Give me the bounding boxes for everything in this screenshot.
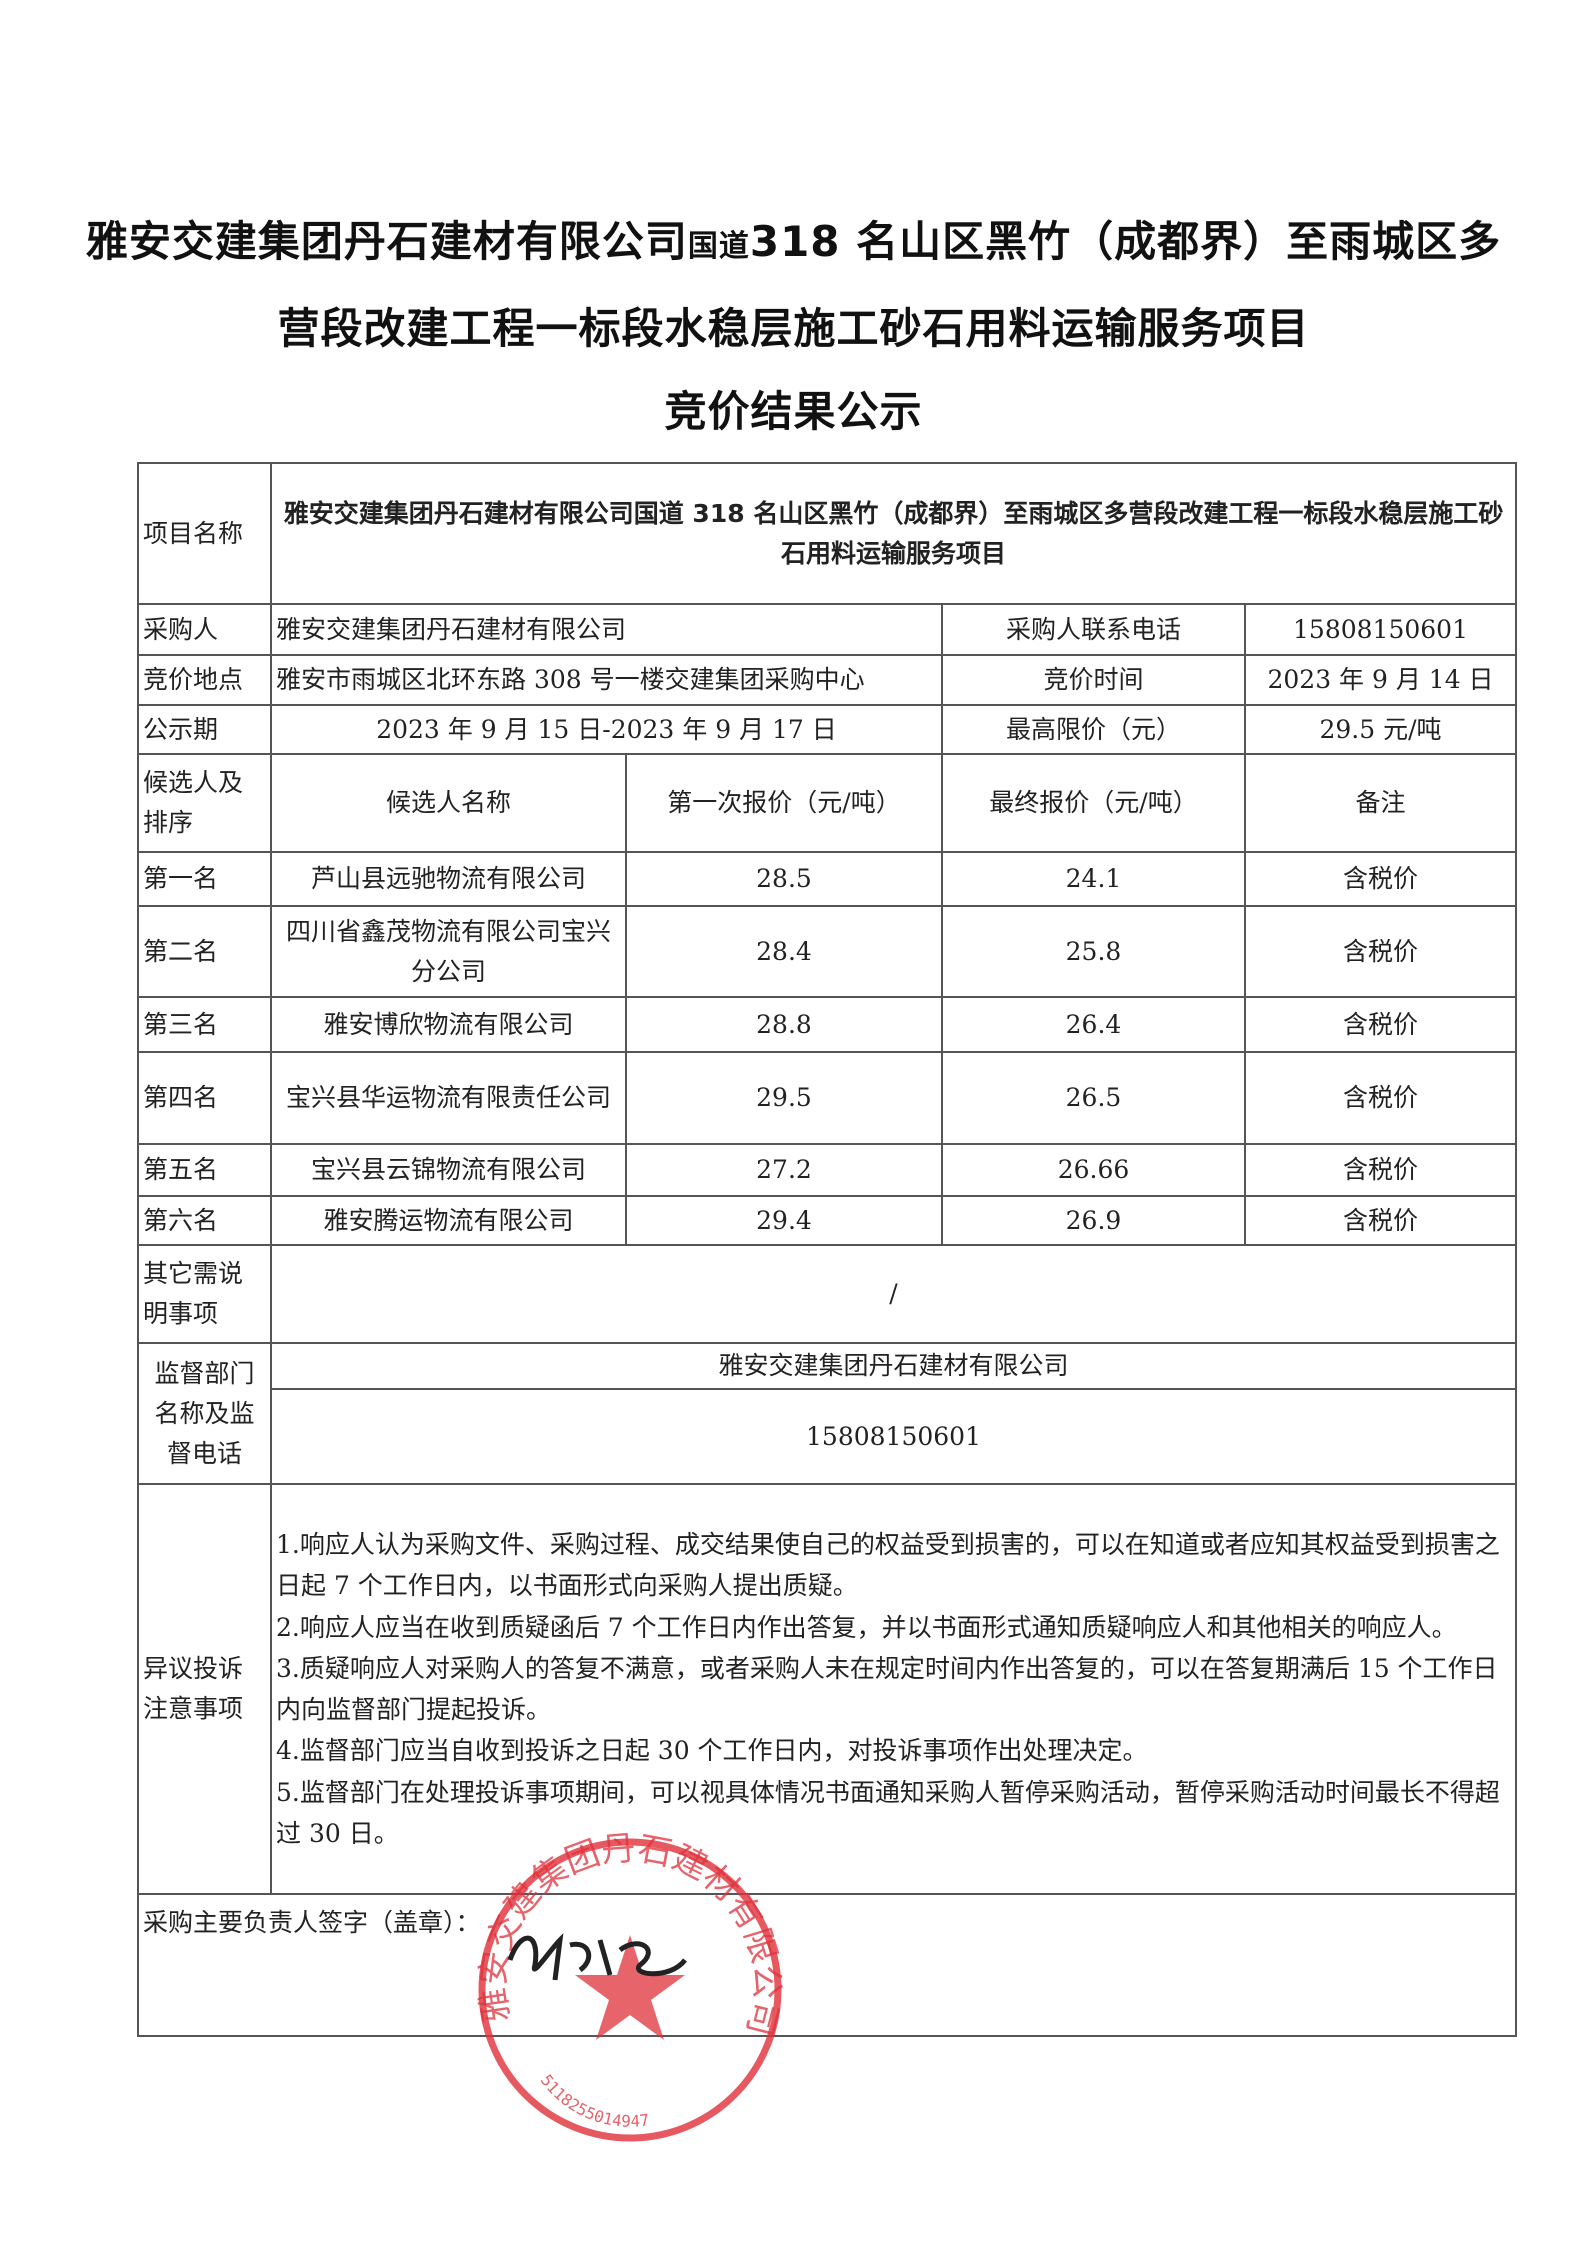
candidate-first-price: 28.5 (625, 851, 943, 907)
supervision-phone: 15808150601 (269, 1388, 1518, 1485)
period-value: 2023 年 9 月 15 日-2023 年 9 月 17 日 (270, 704, 943, 755)
title-part: 318 名山区黑竹（成都界）至雨城区多 (749, 217, 1502, 266)
objection-item: 1.响应人认为采购文件、采购过程、成交结果使自己的权益受到损害的，可以在知道或者… (276, 1530, 1500, 1601)
company-seal-icon: 雅安交建集团丹石建材有限公司 5118255014947 (473, 1830, 786, 2142)
buyer-value: 雅安交建集团丹石建材有限公司 (270, 603, 943, 656)
objection-row: 异议投诉注意事项 1.响应人认为采购文件、采购过程、成交结果使自己的权益受到损害… (137, 1483, 1518, 1895)
candidate-final-price: 26.5 (941, 1051, 1246, 1145)
objection-notes: 1.响应人认为采购文件、采购过程、成交结果使自己的权益受到损害的，可以在知道或者… (269, 1483, 1518, 1895)
time-value: 2023 年 9 月 14 日 (1243, 654, 1518, 706)
other-row: 其它需说明事项 / (137, 1244, 1518, 1344)
candidate-final-price: 26.4 (941, 996, 1246, 1053)
candidate-name: 宝兴县华运物流有限责任公司 (270, 1051, 627, 1145)
candidate-first-price: 28.4 (625, 905, 943, 998)
result-table: 项目名称 雅安交建集团丹石建材有限公司国道 318 名山区黑竹（成都界）至雨城区… (136, 462, 1518, 2037)
buyer-phone-label: 采购人联系电话 (941, 603, 1246, 656)
signature-row: 采购主要负责人签字（盖章）： (136, 1893, 1518, 2037)
svg-text:5118255014947: 5118255014947 (537, 2071, 651, 2131)
max-price-label: 最高限价（元） (941, 704, 1246, 755)
candidate-final-price: 26.9 (941, 1195, 1246, 1246)
candidate-rank: 第三名 (137, 996, 272, 1053)
candidate-note: 含税价 (1243, 905, 1518, 998)
candidate-row: 第一名 芦山县远驰物流有限公司 28.5 24.1 含税价 (137, 851, 1518, 907)
buyer-row: 采购人 雅安交建集团丹石建材有限公司 采购人联系电话 15808150601 (137, 603, 1518, 656)
objection-label: 异议投诉注意事项 (137, 1483, 272, 1895)
other-value: / (269, 1244, 1518, 1344)
header-first-price: 第一次报价（元/吨） (625, 753, 943, 853)
project-label: 项目名称 (137, 462, 272, 605)
title-line-3: 竞价结果公示 (664, 387, 923, 436)
supervision-row: 监督部门名称及监督电话 雅安交建集团丹石建材有限公司 (137, 1342, 1518, 1485)
title-part: 国道 (687, 229, 750, 264)
supervision-label: 监督部门名称及监督电话 (137, 1342, 272, 1485)
project-row: 项目名称 雅安交建集团丹石建材有限公司国道 318 名山区黑竹（成都界）至雨城区… (137, 462, 1518, 605)
objection-item: 5.监督部门在处理投诉事项期间，可以视具体情况书面通知采购人暂停采购活动，暂停采… (276, 1777, 1500, 1848)
candidate-first-price: 29.5 (625, 1051, 943, 1145)
location-label: 竞价地点 (137, 654, 272, 706)
project-value: 雅安交建集团丹石建材有限公司国道 318 名山区黑竹（成都界）至雨城区多营段改建… (269, 462, 1518, 605)
title-part: 雅安交建集团丹石建材有限公司 (85, 217, 688, 266)
period-label: 公示期 (137, 704, 272, 755)
candidate-rank: 第二名 (137, 905, 272, 998)
buyer-label: 采购人 (137, 603, 272, 656)
candidate-note: 含税价 (1243, 851, 1518, 907)
objection-item: 2.响应人应当在收到质疑函后 7 个工作日内作出答复，并以书面形式通知质疑响应人… (276, 1612, 1457, 1642)
candidate-name: 宝兴县云锦物流有限公司 (270, 1143, 627, 1197)
title-line-2: 营段改建工程一标段水稳层施工砂石用料运输服务项目 (277, 304, 1310, 353)
candidate-row: 第二名 四川省鑫茂物流有限公司宝兴分公司 28.4 25.8 含税价 (137, 905, 1518, 998)
candidate-final-price: 24.1 (941, 851, 1246, 907)
candidate-first-price: 27.2 (625, 1143, 943, 1197)
time-label: 竞价时间 (941, 654, 1246, 706)
candidate-note: 含税价 (1243, 1143, 1518, 1197)
header-rank: 候选人及排序 (137, 753, 272, 853)
header-final-price: 最终报价（元/吨） (941, 753, 1246, 853)
objection-item: 3.质疑响应人对采购人的答复不满意，或者采购人未在规定时间内作出答复的，可以在答… (276, 1653, 1498, 1724)
candidate-rank: 第四名 (137, 1051, 272, 1145)
candidate-name: 雅安腾运物流有限公司 (270, 1195, 627, 1246)
candidate-note: 含税价 (1243, 1195, 1518, 1246)
candidate-name: 芦山县远驰物流有限公司 (270, 851, 627, 907)
buyer-phone-value: 15808150601 (1243, 603, 1518, 656)
location-value: 雅安市雨城区北环东路 308 号一楼交建集团采购中心 (270, 654, 943, 706)
candidate-name: 四川省鑫茂物流有限公司宝兴分公司 (270, 905, 627, 998)
candidate-first-price: 28.8 (625, 996, 943, 1053)
supervision-name: 雅安交建集团丹石建材有限公司 (269, 1342, 1518, 1390)
supervision-phone-row: 15808150601 (138, 1388, 1518, 1485)
candidate-header-row: 候选人及排序 候选人名称 第一次报价（元/吨） 最终报价（元/吨） 备注 (137, 753, 1518, 853)
candidate-note: 含税价 (1243, 996, 1518, 1053)
candidate-note: 含税价 (1243, 1051, 1518, 1145)
period-row: 公示期 2023 年 9 月 15 日-2023 年 9 月 17 日 最高限价… (137, 704, 1518, 755)
candidate-final-price: 26.66 (941, 1143, 1246, 1197)
handwritten-signature (507, 1933, 687, 1981)
location-row: 竞价地点 雅安市雨城区北环东路 308 号一楼交建集团采购中心 竞价时间 202… (137, 654, 1518, 706)
candidate-row: 第三名 雅安博欣物流有限公司 28.8 26.4 含税价 (137, 996, 1518, 1053)
other-label: 其它需说明事项 (137, 1244, 272, 1344)
signature-label: 采购主要负责人签字（盖章）： (136, 1893, 1518, 2037)
max-price-value: 29.5 元/吨 (1243, 704, 1518, 755)
candidate-first-price: 29.4 (625, 1195, 943, 1246)
candidate-row: 第六名 雅安腾运物流有限公司 29.4 26.9 含税价 (137, 1195, 1518, 1246)
header-name: 候选人名称 (270, 753, 627, 853)
candidate-name: 雅安博欣物流有限公司 (270, 996, 627, 1053)
candidate-rank: 第一名 (137, 851, 272, 907)
header-note: 备注 (1243, 753, 1518, 853)
candidate-final-price: 25.8 (941, 905, 1246, 998)
candidate-rank: 第六名 (137, 1195, 272, 1246)
candidate-rank: 第五名 (137, 1143, 272, 1197)
title-line-1: 雅安交建集团丹石建材有限公司国道318 名山区黑竹（成都界）至雨城区多 (0, 208, 1587, 269)
objection-item: 4.监督部门应当自收到投诉之日起 30 个工作日内，对投诉事项作出处理决定。 (276, 1736, 1148, 1766)
candidate-row: 第五名 宝兴县云锦物流有限公司 27.2 26.66 含税价 (137, 1143, 1518, 1197)
candidate-row: 第四名 宝兴县华运物流有限责任公司 29.5 26.5 含税价 (137, 1051, 1518, 1145)
